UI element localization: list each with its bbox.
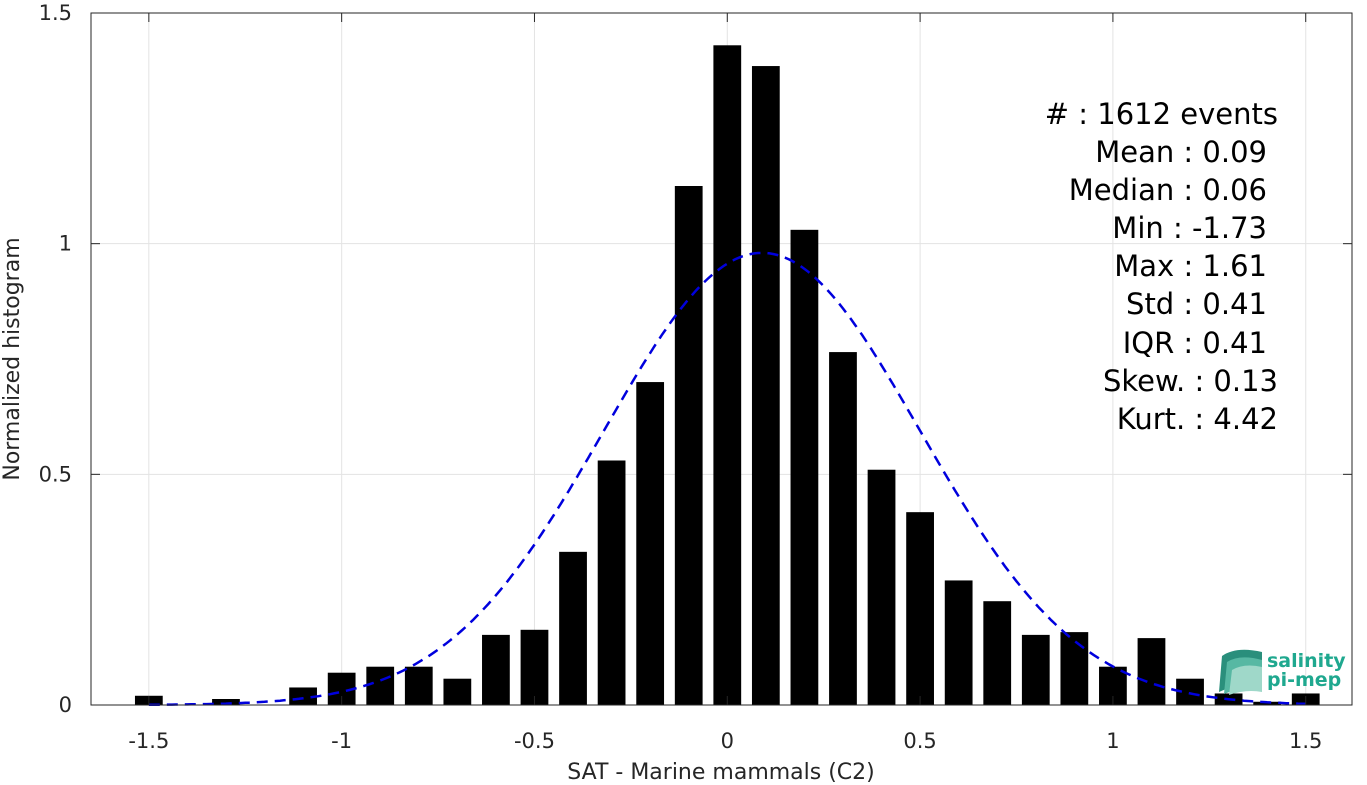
- logo-text-salinity: salinity: [1267, 650, 1346, 672]
- stat-kurt: Kurt. : 4.42: [1117, 402, 1278, 436]
- x-tick-label: -1: [331, 729, 352, 753]
- logo-text-pi-mep: pi-mep: [1267, 669, 1341, 691]
- normal-fit-curve: [148, 251, 1306, 707]
- stat-events: # : 1612 events: [1045, 97, 1278, 131]
- x-tick-label: 1.5: [1289, 729, 1322, 753]
- logo-wave-icon: [1219, 649, 1262, 695]
- histogram-bar: [829, 352, 857, 705]
- histogram-bar: [636, 382, 665, 705]
- stat-min: Min : -1.73: [1112, 211, 1267, 245]
- salinity-pi-mep-logo: salinity pi-mep: [1219, 649, 1346, 695]
- histogram-bars: [134, 45, 1320, 705]
- histogram-bar: [559, 551, 587, 705]
- axis-ticks: [91, 12, 1352, 706]
- y-tick-label: 1.5: [39, 1, 72, 25]
- y-tick-label: 0.5: [39, 462, 72, 486]
- histogram-bar: [983, 601, 1012, 705]
- x-tick-label: 1: [1106, 729, 1119, 753]
- stat-max: Max : 1.61: [1114, 249, 1267, 283]
- histogram-bar: [212, 699, 240, 705]
- statistics-annotation: # : 1612 events Mean : 0.09 Median : 0.0…: [1045, 97, 1278, 436]
- histogram-bar: [404, 666, 433, 705]
- stat-skew: Skew. : 0.13: [1103, 364, 1278, 398]
- histogram-bar: [944, 580, 973, 705]
- x-tick-label: -1.5: [128, 729, 169, 753]
- histogram-bar: [597, 460, 626, 705]
- histogram-bar: [520, 629, 549, 705]
- x-axis-label: SAT - Marine mammals (C2): [567, 760, 875, 785]
- x-tick-label: 0: [721, 729, 734, 753]
- histogram-bar: [790, 229, 819, 705]
- histogram-bar: [867, 469, 896, 705]
- histogram-bar: [713, 45, 742, 705]
- histogram-bar: [1021, 634, 1050, 705]
- stat-mean: Mean : 0.09: [1095, 135, 1267, 169]
- histogram-bar: [1137, 638, 1166, 705]
- stat-median: Median : 0.06: [1069, 173, 1267, 207]
- histogram-bar: [751, 66, 780, 705]
- x-tick-label: 0.5: [903, 729, 936, 753]
- histogram-bar: [443, 678, 472, 705]
- stat-iqr: IQR : 0.41: [1123, 326, 1267, 360]
- y-axis-label: Normalized histogram: [0, 237, 25, 480]
- y-tick-labels: 0 0.5 1 1.5: [39, 1, 72, 717]
- x-tick-label: -0.5: [514, 729, 555, 753]
- histogram-bar: [482, 634, 510, 705]
- y-tick-label: 1: [59, 232, 72, 256]
- plot-frame: [90, 12, 1353, 706]
- stat-std: Std : 0.41: [1126, 287, 1267, 321]
- histogram-bar: [906, 512, 934, 705]
- histogram-bar: [289, 687, 317, 705]
- x-tick-labels: -1.5 -1 -0.5 0 0.5 1 1.5: [128, 729, 1322, 753]
- histogram-bar: [1060, 632, 1089, 705]
- histogram-bar: [366, 666, 395, 705]
- histogram-bar: [674, 186, 703, 705]
- y-tick-label: 0: [59, 693, 72, 717]
